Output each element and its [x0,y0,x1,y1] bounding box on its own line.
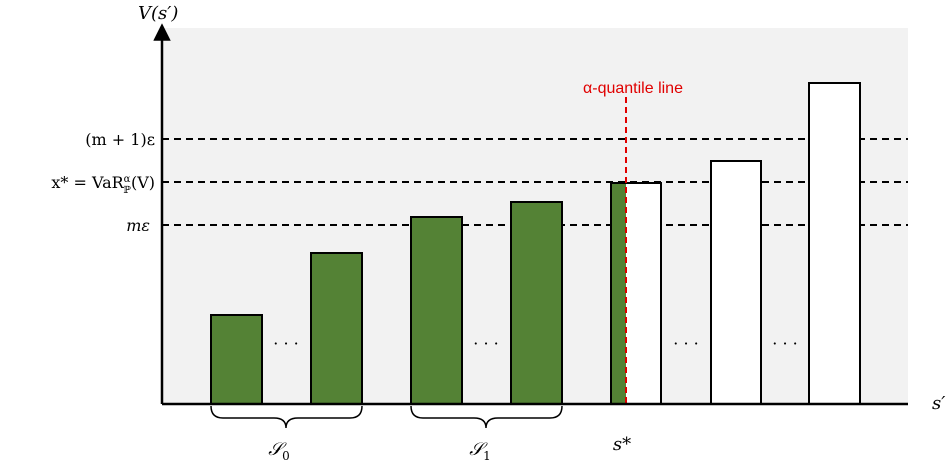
group-label-s0: 𝒮0 [268,439,290,463]
bar-5-filled-part [611,183,626,404]
ellipsis-2: · · · [473,334,498,353]
group-label-s1: 𝒮1 [469,439,491,463]
label-var-level: x* = VaRα ℙ(V) [51,173,155,196]
quantile-label: α-quantile line [583,80,683,97]
bar-5-empty-part [626,183,661,404]
bar-2 [310,252,363,405]
bar-6 [710,160,762,405]
var-lhs: x* = VaR [51,173,124,192]
bar-4 [510,201,563,405]
bar-7 [808,82,861,405]
brace-s1 [410,405,563,429]
var-superscript: α [124,174,131,185]
y-axis-label: V(s′) [138,3,178,24]
x-axis-label: s′ [932,393,945,414]
ellipsis-1: · · · [273,334,298,353]
label-lower-level: mε [126,216,150,235]
label-upper-level: (m + 1)ε [85,130,155,149]
brace-s0 [210,405,363,429]
bars [210,82,861,405]
group-label-s-star: s* [613,434,631,455]
var-subscript: ℙ [123,185,131,196]
bar-3 [410,216,463,405]
var-argument: (V) [131,173,155,192]
bar-1 [210,314,263,405]
ellipsis-4: · · · [772,334,797,353]
ellipsis-3: · · · [673,334,698,353]
